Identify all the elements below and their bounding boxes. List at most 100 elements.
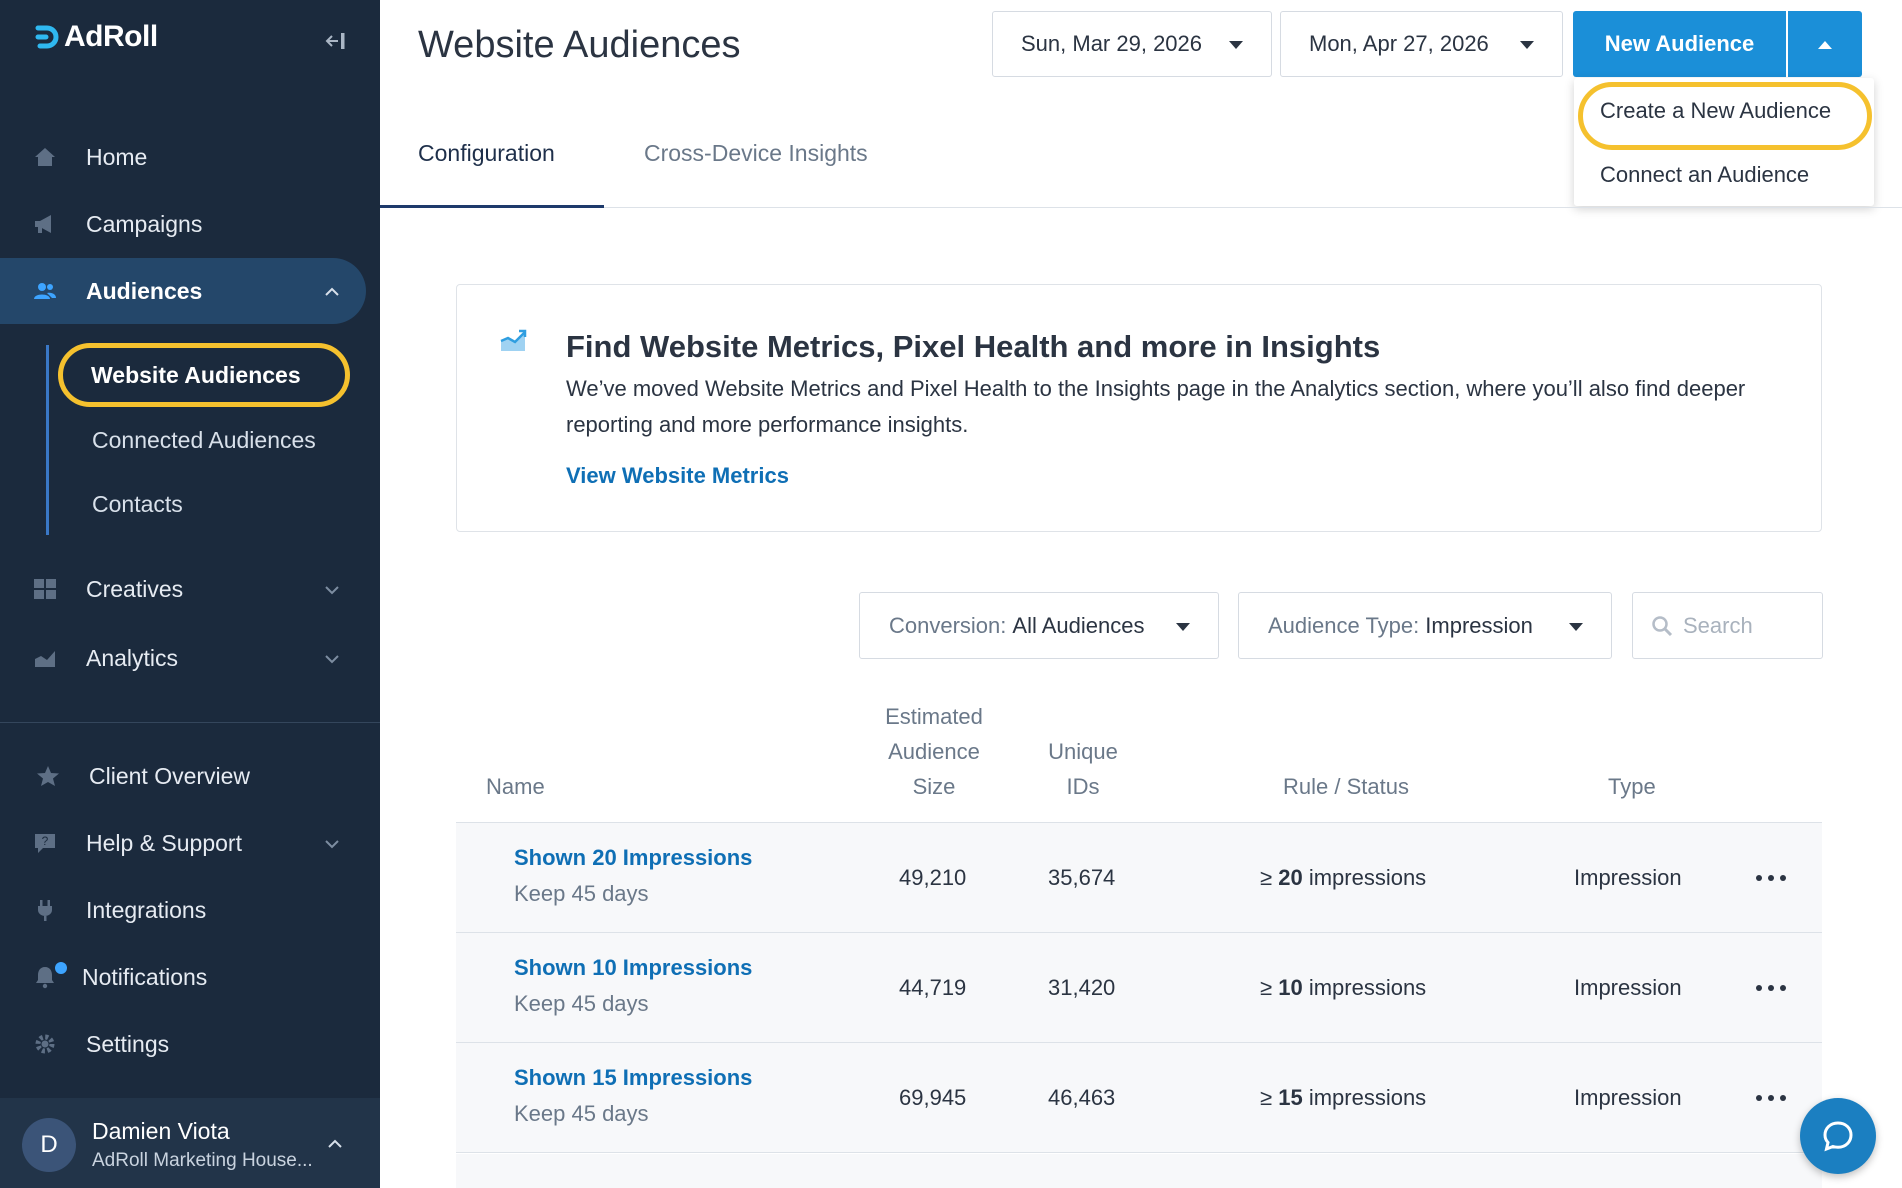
filter-value: Impression — [1425, 612, 1533, 638]
sidebar-item-audiences[interactable]: Audiences — [0, 258, 366, 324]
notification-dot — [55, 962, 67, 974]
notice-title: Find Website Metrics, Pixel Health and m… — [566, 329, 1381, 364]
sidebar-item-creatives[interactable]: Creatives — [0, 556, 366, 622]
sidebar-item-analytics[interactable]: Analytics — [0, 625, 366, 691]
connect-audience-option[interactable]: Connect an Audience — [1600, 162, 1810, 187]
new-audience-menu-toggle[interactable] — [1788, 11, 1862, 77]
column-header-size[interactable]: Estimated Audience Size — [870, 699, 998, 804]
estimated-size: 69,945 — [899, 1085, 967, 1110]
rule-threshold: 20 — [1278, 865, 1303, 890]
adroll-logo[interactable]: AdRoll — [32, 20, 158, 54]
end-date-picker[interactable]: Mon, Apr 27, 2026 — [1280, 11, 1563, 77]
header-line: Size — [912, 774, 956, 799]
chevron-down-icon — [325, 840, 339, 849]
conversion-filter[interactable]: Conversion: All Audiences — [859, 592, 1219, 659]
chart-icon — [500, 329, 527, 351]
svg-text:?: ? — [42, 834, 49, 848]
caret-down-icon — [1520, 41, 1534, 49]
search-input[interactable]: Search — [1632, 592, 1823, 659]
sidebar-subitem-connected-audiences[interactable]: Connected Audiences — [92, 427, 316, 453]
subnav-indicator — [46, 345, 49, 535]
sidebar-subitem-label: Website Audiences — [91, 361, 301, 388]
sidebar-item-label: Creatives — [86, 575, 184, 602]
sidebar-item-label: Home — [86, 143, 148, 170]
column-header-rule-status[interactable]: Rule / Status — [1283, 774, 1409, 799]
sidebar-item-integrations[interactable]: Integrations — [0, 877, 366, 943]
table-header-divider — [456, 822, 1822, 823]
caret-up-icon — [1818, 41, 1832, 49]
rule-threshold: 15 — [1278, 1085, 1303, 1110]
unique-ids: 35,674 — [1048, 865, 1116, 890]
highlight-ring — [1578, 82, 1872, 150]
sidebar-item-notifications[interactable]: Notifications — [0, 944, 366, 1010]
sidebar-divider — [0, 722, 380, 723]
audience-retention: Keep 45 days — [514, 991, 649, 1016]
audience-name-link[interactable]: Shown 10 Impressions — [514, 955, 753, 980]
sidebar-item-label: Settings — [86, 1030, 170, 1057]
sidebar-item-campaigns[interactable]: Campaigns — [0, 191, 366, 257]
start-date-value: Sun, Mar 29, 2026 — [1021, 31, 1203, 56]
column-header-unique-ids[interactable]: Unique IDs — [1035, 734, 1131, 804]
view-website-metrics-link[interactable]: View Website Metrics — [566, 463, 789, 488]
column-header-type[interactable]: Type — [1608, 774, 1656, 799]
tab-bar: Configuration Cross-Device Insights — [380, 118, 1902, 208]
home-icon — [32, 144, 58, 170]
chevron-up-icon — [328, 1139, 342, 1148]
new-audience-button[interactable]: New Audience — [1573, 11, 1786, 77]
chat-support-button[interactable] — [1800, 1098, 1876, 1174]
rule-status: ≥ 20 impressions — [1260, 865, 1426, 891]
sidebar-item-home[interactable]: Home — [0, 124, 366, 190]
estimated-size: 44,719 — [899, 975, 967, 1000]
unique-ids: 46,463 — [1048, 1085, 1116, 1110]
adroll-logo-icon — [35, 25, 59, 49]
plug-icon — [32, 897, 58, 923]
more-options-icon[interactable] — [1756, 1095, 1786, 1103]
more-options-icon[interactable] — [1756, 875, 1786, 883]
user-org: AdRoll Marketing House... — [92, 1150, 313, 1171]
audience-type: Impression — [1574, 975, 1682, 1000]
user-account-menu[interactable]: D Damien Viota AdRoll Marketing House... — [0, 1098, 380, 1188]
sidebar-subitem-contacts[interactable]: Contacts — [92, 491, 183, 517]
tab-configuration[interactable]: Configuration — [418, 140, 555, 166]
header-line: Audience — [888, 739, 980, 764]
user-name: Damien Viota — [92, 1118, 230, 1144]
collapse-left-icon[interactable] — [320, 28, 350, 54]
audience-name-link[interactable]: Shown 20 Impressions — [514, 845, 753, 870]
sidebar-item-client-overview[interactable]: Client Overview — [0, 743, 366, 809]
sidebar: AdRoll Home Campaigns Audiences Website … — [0, 0, 380, 1188]
sidebar-item-label: Client Overview — [89, 762, 251, 789]
audience-name-link[interactable]: Shown 15 Impressions — [514, 1065, 753, 1090]
chart-icon — [32, 645, 58, 671]
unique-ids: 31,420 — [1048, 975, 1116, 1000]
caret-down-icon — [1569, 623, 1583, 631]
tab-cross-device-insights[interactable]: Cross-Device Insights — [644, 140, 868, 166]
filter-value: All Audiences — [1012, 612, 1145, 638]
gear-icon — [32, 1031, 58, 1057]
brand-name: AdRoll — [64, 20, 158, 53]
rule-unit: impressions — [1308, 975, 1427, 1000]
megaphone-icon — [32, 211, 58, 237]
search-icon — [1652, 615, 1673, 636]
sidebar-item-help-support[interactable]: ? Help & Support — [0, 810, 366, 876]
notice-body: We’ve moved Website Metrics and Pixel He… — [566, 376, 1746, 437]
people-icon — [32, 278, 58, 304]
create-new-audience-option[interactable]: Create a New Audience — [1600, 98, 1832, 123]
new-audience-dropdown: Create a New Audience Connect an Audienc… — [1574, 78, 1874, 206]
rule-status: ≥ 15 impressions — [1260, 1085, 1426, 1111]
sidebar-subitem-website-audiences[interactable]: Website Audiences — [58, 343, 350, 407]
caret-down-icon — [1229, 41, 1243, 49]
active-tab-underline — [380, 205, 604, 208]
sidebar-item-settings[interactable]: Settings — [0, 1011, 366, 1077]
table-row: Shown 15 Impressions Keep 45 days 69,945… — [456, 1043, 1822, 1153]
column-header-name[interactable]: Name — [486, 774, 545, 799]
avatar: D — [22, 1118, 76, 1172]
sidebar-item-label: Campaigns — [86, 210, 203, 237]
rule-operator: ≥ — [1260, 865, 1273, 890]
rule-unit: impressions — [1308, 865, 1427, 890]
table-row: Shown 10 Impressions Keep 45 days 44,719… — [456, 933, 1822, 1043]
start-date-picker[interactable]: Sun, Mar 29, 2026 — [992, 11, 1272, 77]
sidebar-item-label: Audiences — [86, 277, 203, 304]
more-options-icon[interactable] — [1756, 985, 1786, 993]
audience-type: Impression — [1574, 1085, 1682, 1110]
audience-type-filter[interactable]: Audience Type: Impression — [1238, 592, 1612, 659]
